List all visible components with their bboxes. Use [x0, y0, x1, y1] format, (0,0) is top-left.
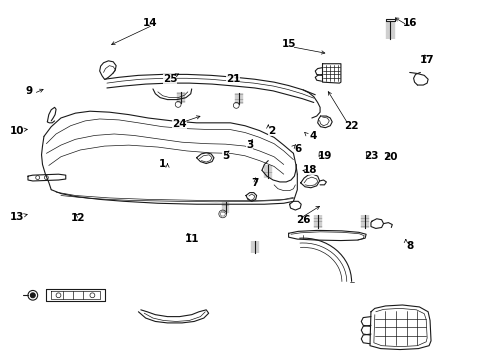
Text: 7: 7: [251, 179, 258, 189]
Text: 12: 12: [71, 213, 85, 223]
Text: 24: 24: [172, 119, 187, 129]
Text: 21: 21: [225, 74, 240, 84]
Text: 9: 9: [26, 86, 33, 96]
Text: 8: 8: [406, 241, 414, 251]
Text: 20: 20: [383, 152, 397, 162]
Text: 26: 26: [296, 215, 310, 225]
Text: 4: 4: [309, 131, 317, 141]
Text: 2: 2: [268, 126, 275, 136]
Text: 5: 5: [222, 150, 229, 161]
Text: 17: 17: [419, 55, 434, 65]
Circle shape: [30, 293, 35, 298]
Text: 22: 22: [344, 121, 359, 131]
Text: 13: 13: [10, 212, 24, 222]
Text: 19: 19: [318, 150, 332, 161]
Text: 14: 14: [143, 18, 158, 28]
Text: 25: 25: [163, 74, 177, 84]
Text: 6: 6: [294, 144, 302, 154]
Text: 1: 1: [159, 159, 166, 169]
Text: 18: 18: [303, 165, 318, 175]
Text: 23: 23: [364, 150, 378, 161]
Text: 11: 11: [184, 234, 199, 244]
Text: 16: 16: [402, 18, 417, 28]
Text: 15: 15: [281, 39, 296, 49]
Text: 3: 3: [246, 140, 253, 150]
Text: 10: 10: [10, 126, 24, 136]
